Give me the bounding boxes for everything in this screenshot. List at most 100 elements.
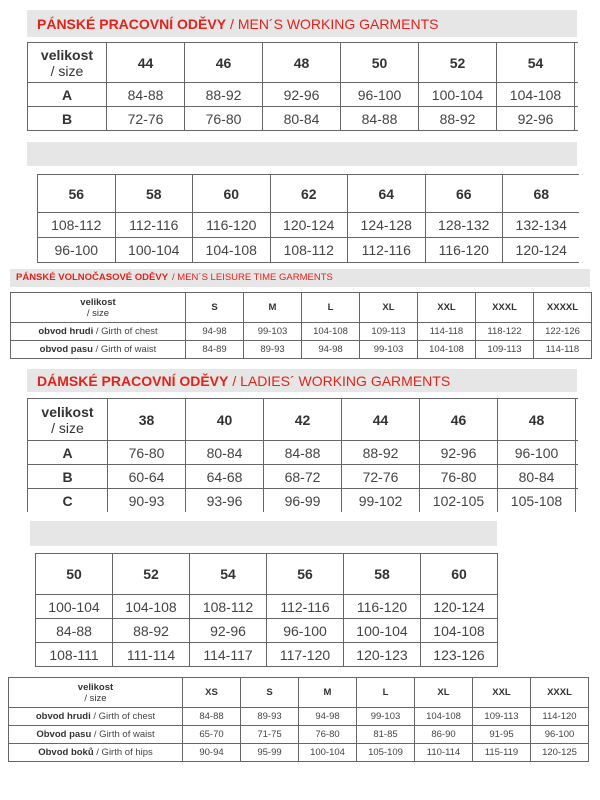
size-header: 58 [343, 553, 421, 595]
size-header: XXL [417, 292, 476, 323]
header-row: 56 58 60 62 64 66 68 [37, 174, 579, 213]
value-cell: 105-109 [356, 743, 415, 762]
value-cell: 96-100 [530, 725, 589, 744]
value-cell: 89-93 [240, 707, 299, 726]
value-cell: 104-108 [112, 594, 190, 619]
table-row: obvod pasu / Girth of waist 84-89 89-93 94-… [10, 340, 592, 359]
size-header: 60 [192, 174, 271, 213]
label-en: / Girth of chest [95, 326, 158, 337]
mens-working-header: PÁNSKÉ PRACOVNÍ ODĚVY / MEN´S WORKING GAR… [27, 10, 577, 37]
table-row: 96-100 100-104 104-108 108-112 112-116 116-12… [37, 237, 579, 263]
value-cell: 94-98 [301, 340, 360, 359]
value-cell: 123-126 [420, 642, 498, 667]
size-header: M [243, 292, 302, 323]
size-header: XXL [472, 677, 531, 708]
mens-leisure-header: PÁNSKÉ VOLNOČASOVÉ ODĚVY / MEN´S LEISURE … [10, 269, 590, 287]
value-cell: 95-99 [240, 743, 299, 762]
label-en: / Girth of chest [93, 711, 156, 722]
value-cell: 84-88 [340, 106, 419, 131]
value-cell: 111-114 [112, 642, 190, 667]
value-cell: 89-93 [243, 340, 302, 359]
value-cell: 114-120 [530, 707, 589, 726]
value-cell: 93-96 [185, 488, 264, 512]
label-en: / Girth of waist [95, 344, 157, 355]
table-row: obvod hrudi / Girth of chest 84-88 89-93 94… [8, 707, 589, 726]
value-cell: 71-75 [240, 725, 299, 744]
value-cell: 94-98 [298, 707, 357, 726]
size-label-cz: velikost [77, 681, 114, 693]
value-cell: 60-64 [107, 464, 186, 489]
value-cell: 120-124 [269, 212, 348, 238]
size-header: 48 [497, 398, 576, 441]
size-header: XXXL [530, 677, 589, 708]
value-cell: 96-100 [266, 618, 344, 643]
size-header: XS [182, 677, 241, 708]
value-cell: 112-116 [266, 594, 344, 619]
size-header: S [185, 292, 244, 323]
label-cz: Obvod pasu [36, 729, 92, 740]
size-header: 68 [502, 174, 579, 213]
size-header: 52 [112, 553, 190, 595]
value-cell: 100-104 [114, 237, 193, 263]
row-label: obvod pasu / Girth of waist [10, 340, 186, 359]
size-label-cell: velikost / size [27, 398, 108, 441]
header-row: 50 52 54 56 58 60 [35, 553, 498, 595]
value-cell: 76-80 [184, 106, 263, 131]
empty-cell [574, 106, 578, 131]
value-cell: 124-128 [347, 212, 426, 238]
value-cell: 96-99 [263, 488, 342, 512]
value-cell: 68-72 [263, 464, 342, 489]
value-cell: 104-108 [301, 322, 360, 341]
value-cell: 120-124 [502, 237, 579, 263]
title-cz: PÁNSKÉ PRACOVNÍ ODĚVY [37, 15, 227, 32]
title-en: / MEN´S LEISURE TIME GARMENTS [172, 272, 333, 284]
value-cell: 108-112 [37, 212, 116, 238]
label-cz: obvod hrudi [38, 326, 96, 337]
title-cz: DÁMSKÉ PRACOVNÍ ODĚVY [37, 372, 229, 389]
size-header: 42 [263, 398, 342, 441]
size-header: 50 [35, 553, 113, 595]
ladies-working-continued-bar [30, 521, 497, 546]
value-cell: 114-117 [189, 642, 267, 667]
header-row: velikost / size XS S M L XL XXL XXXL [8, 677, 589, 708]
value-cell: 114-118 [417, 322, 476, 341]
title-en: / MEN´S WORKING GARMENTS [230, 15, 439, 32]
row-label: Obvod pasu / Girth of waist [8, 725, 183, 744]
title-cz: PÁNSKÉ VOLNOČASOVÉ ODĚVY [16, 272, 169, 284]
value-cell: 86-90 [414, 725, 473, 744]
size-header: L [301, 292, 360, 323]
value-cell: 72-76 [341, 464, 420, 489]
value-cell: 92-96 [496, 106, 575, 131]
value-cell: 105-108 [497, 488, 576, 512]
header-row: velikost / size S M L XL XXL XXXL XXXXL [10, 292, 592, 323]
value-cell: 94-98 [185, 322, 244, 341]
value-cell: 108-111 [35, 642, 113, 667]
value-cell: 116-120 [424, 237, 503, 263]
value-cell: 92-96 [262, 82, 341, 107]
size-header: 58 [114, 174, 193, 213]
value-cell: 84-88 [35, 618, 113, 643]
ladies-leisure-table: velikost / size XS S M L XL XXL XXXL obvod hrudi … [8, 677, 590, 764]
value-cell: 80-84 [262, 106, 341, 131]
label-en: / Girth of hips [96, 747, 153, 758]
table-row: Obvod pasu / Girth of waist 65-70 71-75 76-… [8, 725, 589, 744]
value-cell: 114-118 [533, 340, 592, 359]
mens-leisure-table: velikost / size S M L XL XXL XXXL XXXXL obvod hru… [10, 292, 592, 360]
ladies-working-table-2: 50 52 54 56 58 60 100-104 104-108 108-112 112-116… [35, 553, 499, 669]
label-cz: Obvod boků [38, 747, 94, 758]
row-label: obvod hrudi / Girth of chest [10, 322, 186, 341]
empty-cell [575, 398, 578, 441]
size-label-cell: velikost / size [27, 42, 107, 83]
header-row: velikost / size 44 46 48 50 52 54 [27, 42, 578, 83]
size-header: 38 [107, 398, 186, 441]
size-label-en: / size [50, 62, 84, 79]
size-header: 52 [418, 42, 497, 83]
size-header: 50 [340, 42, 419, 83]
table-row: Obvod boků / Girth of hips 90-94 95-99 100-… [8, 743, 589, 762]
value-cell: 88-92 [418, 106, 497, 131]
label-cz: obvod hrudi [35, 711, 91, 722]
size-label-cz: velikost [41, 403, 94, 420]
value-cell: 92-96 [419, 440, 498, 465]
value-cell: 99-102 [341, 488, 420, 512]
size-header: XXXXL [533, 292, 592, 323]
